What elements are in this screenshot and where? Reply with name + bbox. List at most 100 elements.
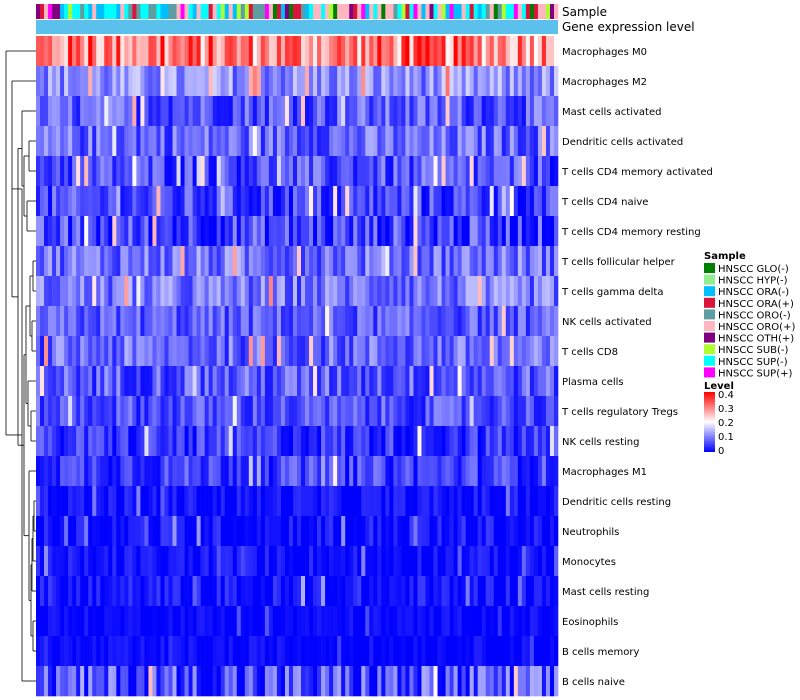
- heatmap-cell: [276, 486, 282, 517]
- heatmap-cell: [537, 66, 543, 97]
- heatmap-cell: [389, 546, 394, 577]
- heatmap-cell: [525, 426, 531, 457]
- heatmap-cell: [164, 576, 169, 607]
- heatmap-cell: [521, 366, 527, 397]
- heatmap-cell: [156, 96, 161, 127]
- heatmap-cell: [272, 546, 278, 577]
- heatmap-cell: [469, 516, 474, 547]
- heatmap-cell: [553, 216, 559, 247]
- heatmap-cell: [553, 246, 559, 277]
- heatmap-cell: [545, 576, 551, 607]
- heatmap-cell: [92, 486, 97, 517]
- sample-annotation-cell: [140, 4, 145, 19]
- heatmap-cell: [497, 366, 503, 397]
- heatmap-cell: [505, 66, 511, 97]
- heatmap-cell: [357, 546, 362, 577]
- heatmap-cell: [168, 576, 173, 607]
- heatmap-cell: [485, 216, 491, 247]
- heatmap-cell: [509, 456, 515, 487]
- heatmap-cell: [549, 246, 555, 277]
- heatmap-cell: [128, 36, 133, 67]
- heatmap-cell: [325, 156, 330, 187]
- heatmap-cell: [481, 546, 487, 577]
- heatmap-cell: [397, 216, 402, 247]
- heatmap-cell: [152, 276, 157, 307]
- heatmap-cell: [160, 336, 165, 367]
- heatmap-cell: [401, 546, 406, 577]
- heatmap-cell: [301, 456, 306, 487]
- sample-annotation-cell: [236, 4, 242, 19]
- heatmap-cell: [405, 126, 410, 157]
- heatmap-cell: [124, 486, 129, 517]
- heatmap-cell: [260, 276, 266, 307]
- heatmap-cell: [465, 666, 470, 697]
- heatmap-cell: [200, 666, 205, 697]
- heatmap-cell: [437, 636, 442, 667]
- heatmap-cell: [208, 366, 213, 397]
- heatmap-cell: [184, 486, 189, 517]
- heatmap-cell: [168, 426, 173, 457]
- heatmap-cell: [501, 96, 507, 127]
- heatmap-cell: [108, 186, 113, 217]
- heatmap-cell: [433, 126, 438, 157]
- heatmap-cell: [409, 36, 414, 67]
- heatmap-cell: [309, 366, 314, 397]
- heatmap-cell: [453, 276, 458, 307]
- heatmap-cell: [84, 546, 89, 577]
- heatmap-cell: [212, 426, 217, 457]
- heatmap-cell: [92, 306, 97, 337]
- heatmap-cell: [248, 66, 254, 97]
- heatmap-cell: [224, 126, 230, 157]
- heatmap-cell: [176, 126, 181, 157]
- heatmap-cell: [276, 546, 282, 577]
- heatmap-cell: [457, 396, 462, 427]
- heatmap-cell: [413, 186, 418, 217]
- heatmap-cell: [224, 426, 230, 457]
- heatmap-cell: [473, 636, 478, 667]
- heatmap-cell: [144, 426, 149, 457]
- heatmap-cell: [333, 276, 338, 307]
- heatmap-cell: [533, 216, 539, 247]
- heatmap-cell: [409, 276, 414, 307]
- heatmap-cell: [493, 36, 499, 67]
- heatmap-cell: [96, 516, 101, 547]
- sample-legend-label: HNSCC SUB(-): [718, 345, 789, 356]
- heatmap-cell: [521, 36, 527, 67]
- heatmap-cell: [357, 36, 362, 67]
- heatmap-cell: [212, 36, 217, 67]
- heatmap-cell: [168, 36, 173, 67]
- heatmap-cell: [220, 246, 226, 277]
- heatmap-cell: [280, 366, 286, 397]
- heatmap-cell: [148, 36, 153, 67]
- heatmap-cell: [361, 126, 366, 157]
- heatmap-cell: [128, 456, 133, 487]
- heatmap-cell: [88, 426, 93, 457]
- sample-legend-label: HNSCC SUP(+): [718, 368, 792, 379]
- heatmap-cell: [156, 336, 161, 367]
- heatmap-cell: [337, 126, 342, 157]
- heatmap-cell: [212, 486, 217, 517]
- sample-annotation-cell: [485, 4, 491, 19]
- heatmap-cell: [160, 486, 165, 517]
- sample-annotation-cell: [64, 4, 69, 19]
- heatmap-cell: [128, 186, 133, 217]
- heatmap-cell: [485, 486, 491, 517]
- heatmap-cell: [200, 276, 205, 307]
- heatmap-cell: [72, 66, 77, 97]
- heatmap-cell: [413, 576, 418, 607]
- heatmap-cell: [385, 366, 390, 397]
- heatmap-cell: [501, 276, 507, 307]
- heatmap-cell: [345, 486, 350, 517]
- sample-annotation-cell: [365, 4, 370, 19]
- heatmap-cell: [353, 456, 358, 487]
- heatmap-cell: [204, 216, 209, 247]
- heatmap-cell: [401, 366, 406, 397]
- heatmap-cell: [108, 576, 113, 607]
- heatmap-cell: [405, 516, 410, 547]
- sample-annotation-cell: [309, 4, 314, 19]
- heatmap-cell: [236, 396, 242, 427]
- heatmap-cell: [148, 306, 153, 337]
- heatmap-cell: [361, 576, 366, 607]
- heatmap-cell: [216, 366, 222, 397]
- heatmap-cell: [321, 666, 326, 697]
